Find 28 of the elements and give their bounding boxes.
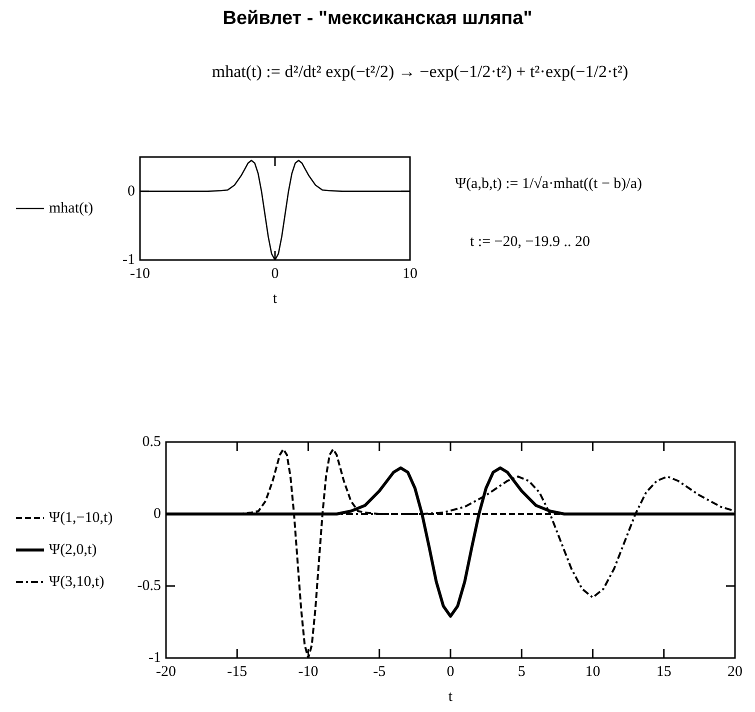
x-tick-label: -10: [298, 664, 318, 680]
chart-title: Вейвлет - "мексиканская шляпа": [222, 8, 534, 30]
text: mhat(t) := d²/dt² exp(−t²/2) → −exp(−1/2·t²) + t²·exp(−1/2·t²): [210, 62, 630, 82]
legend-label: Ψ(2,0,t): [49, 542, 97, 558]
x-tick-label: 20: [728, 664, 742, 680]
x-tick-label: -15: [227, 664, 248, 680]
x-tick-label: 0: [446, 664, 454, 680]
x-tick-label: 10: [402, 266, 418, 282]
x-tick-label: -5: [373, 664, 386, 680]
x-tick-label: -20: [156, 664, 176, 680]
text: t := −20, −19.9 .. 20: [470, 234, 590, 251]
legend-label: mhat(t): [49, 200, 94, 216]
x-axis-title: t: [272, 290, 278, 307]
text: Ψ(a,b,t) := 1/√a·mhat((t − b)/a): [455, 176, 642, 193]
y-tick-label: -1: [122, 252, 135, 268]
y-tick-label: 0: [128, 183, 135, 200]
x-tick-label: 5: [518, 664, 526, 680]
y-tick-label: 0.5: [142, 434, 161, 450]
x-tick-label: 15: [656, 664, 672, 680]
legend-label: Ψ(3,10,t): [49, 574, 104, 590]
x-tick-label: 0: [271, 266, 279, 282]
legend-label: Ψ(1,−10,t): [49, 510, 113, 526]
y-tick-label: -1: [148, 650, 161, 666]
y-tick-label: 0: [154, 506, 161, 522]
x-tick-label: -10: [130, 266, 150, 282]
y-tick-label: -0.5: [137, 578, 161, 594]
x-tick-label: 10: [585, 664, 600, 680]
x-axis-title: t: [448, 688, 454, 705]
